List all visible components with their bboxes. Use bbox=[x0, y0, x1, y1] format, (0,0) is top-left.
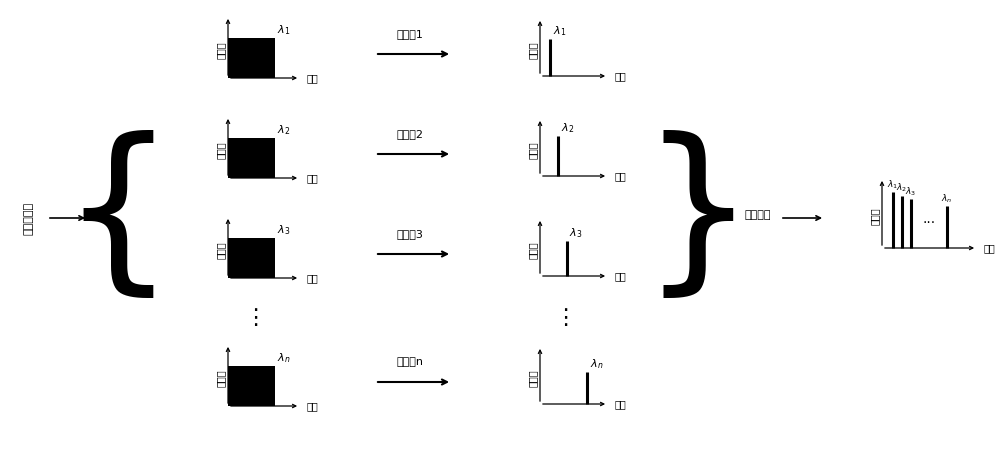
Text: $\lambda_1$: $\lambda_1$ bbox=[277, 23, 290, 37]
Text: ⋮: ⋮ bbox=[244, 308, 266, 328]
Text: $\lambda_3$: $\lambda_3$ bbox=[277, 223, 290, 237]
Text: 光信号: 光信号 bbox=[528, 41, 538, 59]
Text: $\lambda_n$: $\lambda_n$ bbox=[277, 351, 290, 365]
Text: 光信号: 光信号 bbox=[216, 41, 226, 59]
Text: $\lambda_n$: $\lambda_n$ bbox=[941, 192, 952, 205]
Text: 时间: 时间 bbox=[984, 243, 996, 253]
Text: 时间: 时间 bbox=[307, 273, 319, 283]
Text: 光信号: 光信号 bbox=[528, 241, 538, 259]
Bar bbox=[228, 238, 275, 278]
Text: 光信号: 光信号 bbox=[528, 369, 538, 387]
Text: $\lambda_3$: $\lambda_3$ bbox=[905, 186, 916, 198]
Text: ···: ··· bbox=[922, 216, 935, 230]
Text: $\lambda_n$: $\lambda_n$ bbox=[590, 358, 603, 371]
Text: 时间: 时间 bbox=[307, 73, 319, 83]
Text: $\lambda_1$: $\lambda_1$ bbox=[887, 178, 898, 191]
Text: 时间: 时间 bbox=[615, 71, 627, 81]
Text: $\lambda_2$: $\lambda_2$ bbox=[277, 123, 290, 137]
Text: 解复用器: 解复用器 bbox=[745, 210, 771, 220]
Text: 光开关2: 光开关2 bbox=[396, 129, 423, 139]
Text: 时间: 时间 bbox=[615, 171, 627, 181]
Text: 光信号: 光信号 bbox=[216, 141, 226, 159]
Text: 光信号: 光信号 bbox=[216, 369, 226, 387]
Text: $\lambda_3$: $\lambda_3$ bbox=[569, 227, 582, 240]
Text: ⋮: ⋮ bbox=[554, 308, 576, 328]
Text: 光开关3: 光开关3 bbox=[397, 229, 423, 239]
Text: 光信号: 光信号 bbox=[870, 207, 880, 225]
Text: $\lambda_2$: $\lambda_2$ bbox=[561, 121, 574, 135]
Text: 光信号: 光信号 bbox=[528, 141, 538, 159]
Text: 时间: 时间 bbox=[615, 399, 627, 409]
Text: 时间: 时间 bbox=[307, 401, 319, 411]
Text: {: { bbox=[61, 130, 175, 306]
Text: 时间: 时间 bbox=[307, 173, 319, 183]
Bar bbox=[228, 38, 275, 78]
Text: 光信号: 光信号 bbox=[216, 241, 226, 259]
Text: 波分复用器: 波分复用器 bbox=[24, 202, 34, 235]
Text: 光开关1: 光开关1 bbox=[397, 29, 423, 39]
Bar bbox=[228, 366, 275, 406]
Text: 时间: 时间 bbox=[615, 271, 627, 281]
Bar bbox=[228, 138, 275, 178]
Text: $\lambda_1$: $\lambda_1$ bbox=[553, 25, 566, 38]
Text: 光开关n: 光开关n bbox=[396, 357, 423, 367]
Text: $\lambda_2$: $\lambda_2$ bbox=[896, 182, 907, 194]
Text: }: } bbox=[641, 130, 755, 306]
